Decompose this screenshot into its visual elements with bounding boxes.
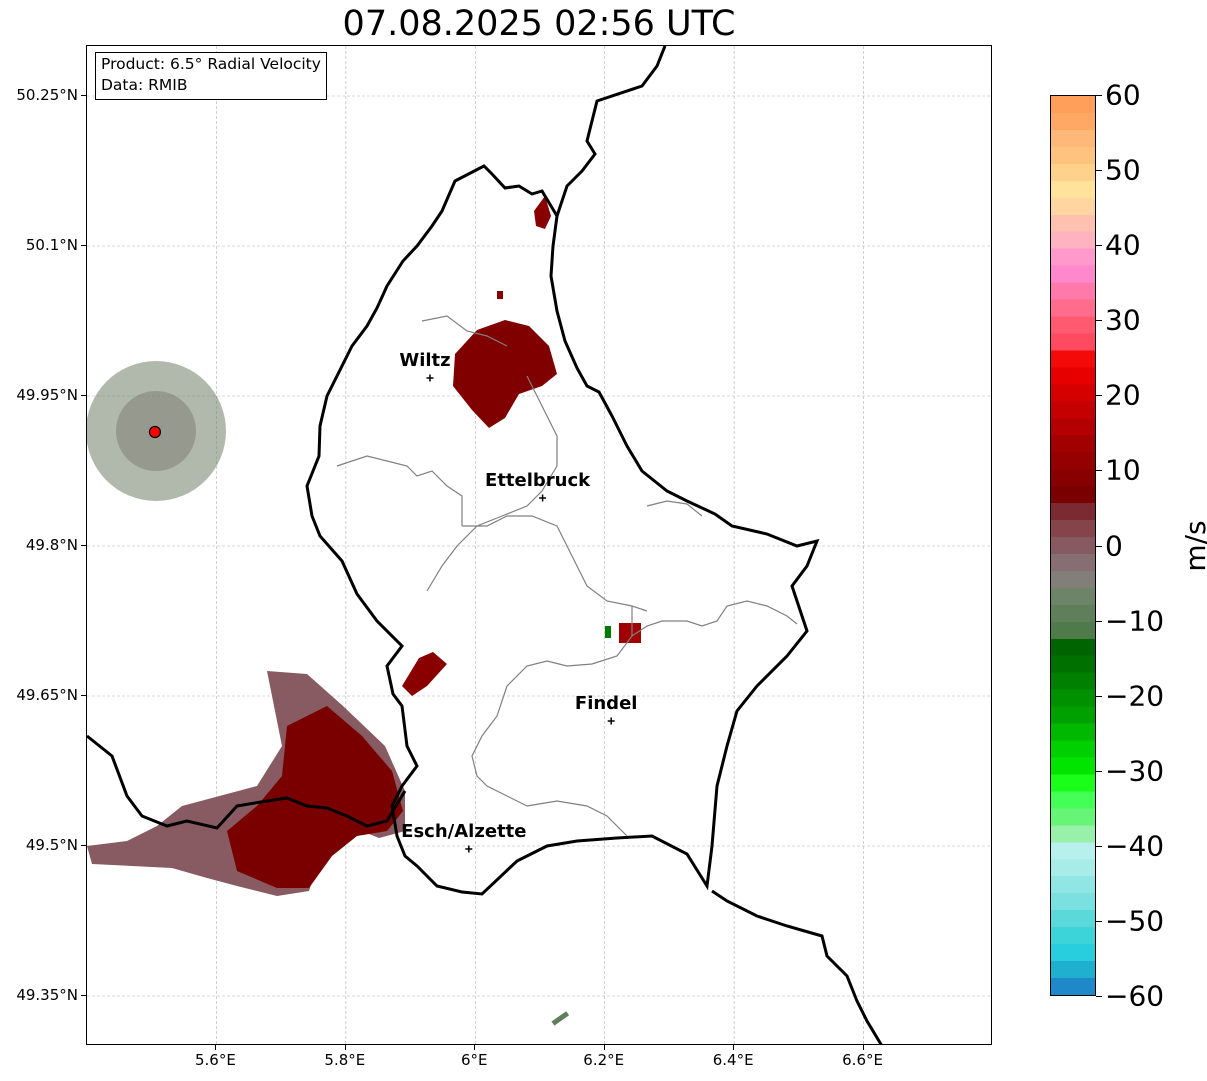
colorbar-tick-8	[1096, 695, 1102, 697]
colorbar	[1050, 95, 1096, 996]
info-product: Product: 6.5° Radial Velocity	[101, 55, 321, 73]
city-label-0: Wiltz	[399, 350, 451, 371]
colorbar-tick-10	[1096, 845, 1102, 847]
info-data-source: Data: RMIB	[101, 76, 188, 94]
lat-tick-4	[81, 695, 86, 696]
lat-tick-label-0: 50.25°N	[16, 86, 78, 104]
lon-tick-2	[474, 1045, 476, 1050]
echo-east-green	[605, 626, 611, 638]
colorbar-tick-5	[1096, 470, 1102, 472]
colorbar-unit: m/s	[1179, 520, 1207, 572]
lat-tick-label-1: 50.1°N	[25, 236, 78, 254]
borders	[87, 46, 883, 1044]
echo-wiltz	[453, 320, 557, 428]
lon-tick-1	[344, 1045, 346, 1050]
colorbar-tick-label-12: −60	[1105, 979, 1165, 1013]
lat-tick-2	[81, 395, 86, 396]
lon-tick-label-0: 5.6°E	[195, 1051, 236, 1069]
colorbar-tick-label-1: 50	[1105, 153, 1141, 187]
lon-tick-3	[603, 1045, 605, 1050]
markers	[148, 374, 615, 853]
lat-tick-1	[81, 245, 86, 246]
lon-tick-label-5: 6.6°E	[842, 1051, 883, 1069]
colorbar-tick-label-6: 0	[1105, 529, 1123, 562]
echo-isolated-ne	[497, 291, 503, 299]
city-marker-3	[465, 845, 473, 853]
colorbar-tick-label-4: 20	[1105, 378, 1141, 412]
map-title: 07.08.2025 02:56 UTC	[342, 4, 736, 44]
radar-echoes	[87, 196, 641, 1026]
lat-tick-label-5: 49.5°N	[25, 836, 78, 854]
radar-site-marker	[148, 425, 162, 439]
country-border-germany-east	[711, 889, 883, 1044]
colorbar-tick-label-10: −40	[1105, 829, 1165, 863]
country-border-luxembourg	[305, 164, 820, 896]
colorbar-tick-4	[1096, 395, 1102, 397]
city-marker-1	[539, 494, 547, 502]
lat-tick-label-6: 49.35°N	[16, 986, 78, 1004]
map-panel	[86, 45, 992, 1045]
colorbar-tick-7	[1096, 620, 1102, 622]
echo-sw-core	[227, 706, 403, 888]
echo-east	[619, 623, 641, 643]
echo-green-se	[551, 1011, 570, 1026]
country-border-france-west	[87, 734, 407, 830]
lon-tick-label-3: 6.2°E	[583, 1051, 625, 1069]
canton-borders	[336, 315, 798, 837]
info-box: Product: 6.5° Radial Velocity Data: RMIB	[95, 52, 327, 100]
lon-tick-label-1: 5.8°E	[324, 1051, 366, 1069]
colorbar-tick-11	[1096, 920, 1102, 922]
colorbar-tick-9	[1096, 770, 1102, 772]
echo-west-strip	[402, 652, 447, 696]
lat-tick-6	[81, 995, 86, 996]
lat-tick-label-3: 49.8°N	[25, 536, 78, 554]
colorbar-tick-label-11: −50	[1105, 904, 1165, 938]
colorbar-tick-label-8: −20	[1105, 679, 1165, 713]
colorbar-tick-2	[1096, 245, 1102, 247]
gridlines	[87, 46, 991, 1044]
colorbar-tick-label-3: 30	[1105, 303, 1141, 337]
lon-tick-5	[862, 1045, 864, 1050]
city-label-3: Esch/Alzette	[401, 821, 527, 842]
lon-tick-0	[215, 1045, 217, 1050]
lon-tick-4	[733, 1045, 735, 1050]
colorbar-tick-12	[1096, 996, 1102, 997]
lat-tick-label-2: 49.95°N	[16, 386, 78, 404]
lat-tick-5	[81, 845, 86, 846]
colorbar-tick-3	[1096, 320, 1102, 322]
echo-north	[534, 196, 551, 229]
city-marker-2	[607, 717, 615, 725]
colorbar-tick-label-2: 40	[1105, 228, 1141, 262]
colorbar-tick-label-0: 60	[1105, 78, 1141, 112]
lon-tick-label-2: 6°E	[461, 1051, 488, 1069]
colorbar-tick-label-5: 10	[1105, 453, 1141, 487]
city-label-1: Ettelbruck	[485, 470, 591, 491]
colorbar-tick-label-7: −10	[1105, 604, 1165, 638]
colorbar-tick-0	[1096, 95, 1102, 96]
lat-tick-0	[81, 95, 86, 96]
radar-map	[87, 46, 991, 1044]
colorbar-tick-1	[1096, 170, 1102, 172]
country-border-germany-belgium-north	[555, 46, 667, 217]
city-label-2: Findel	[574, 693, 638, 714]
colorbar-tick-6	[1096, 545, 1102, 547]
city-marker-0	[426, 374, 434, 382]
colorbar-tick-label-9: −30	[1105, 754, 1165, 788]
lon-tick-label-4: 6.4°E	[712, 1051, 754, 1069]
lat-tick-label-4: 49.65°N	[16, 686, 78, 704]
lat-tick-3	[81, 545, 86, 546]
